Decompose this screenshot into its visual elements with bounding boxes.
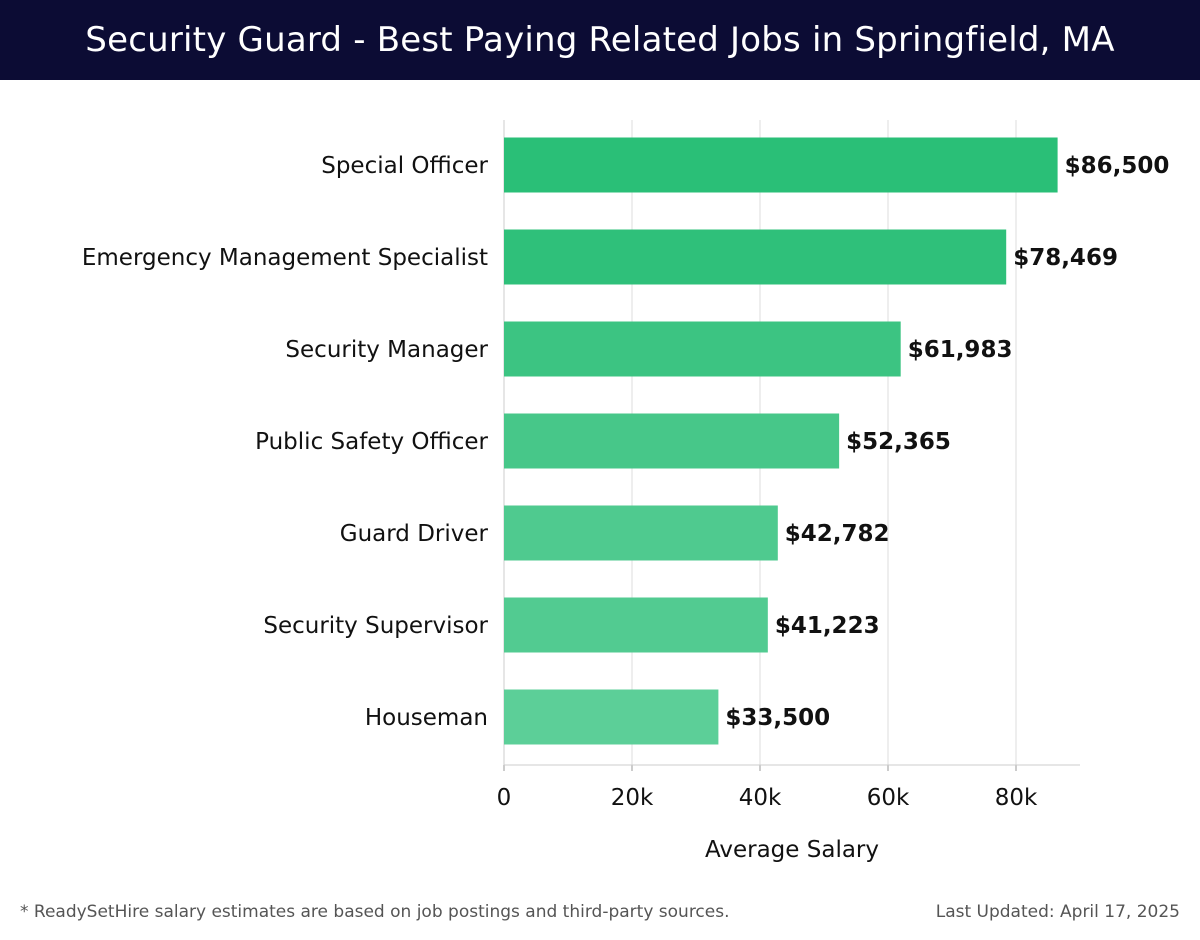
category-label: Security Supervisor [263, 613, 488, 639]
bar [504, 321, 901, 377]
bar [504, 505, 778, 561]
x-tick-label: 40k [739, 785, 782, 811]
x-tick-label: 60k [867, 785, 910, 811]
value-labels: $86,500 $78,469 $61,983 $52,365 $42,782 $41,2… [725, 153, 1169, 731]
bar [504, 137, 1058, 193]
x-axis-title: Average Salary [705, 837, 879, 863]
value-label: $52,365 [846, 429, 951, 455]
category-label: Special Officer [321, 153, 488, 179]
category-label: Guard Driver [340, 521, 489, 547]
last-updated: Last Updated: April 17, 2025 [935, 902, 1180, 922]
x-tick-label: 20k [611, 785, 654, 811]
bar [504, 597, 768, 653]
category-label: Houseman [365, 705, 488, 731]
chart-title: Security Guard - Best Paying Related Job… [0, 0, 1200, 80]
value-label: $41,223 [775, 613, 880, 639]
category-label: Public Safety Officer [255, 429, 488, 455]
x-tick-labels: 0 20k 40k 60k 80k [497, 785, 1038, 811]
bar [504, 689, 719, 745]
value-label: $61,983 [908, 337, 1013, 363]
bar [504, 413, 840, 469]
bars [504, 137, 1058, 745]
x-tick-label: 80k [995, 785, 1038, 811]
value-label: $78,469 [1013, 245, 1118, 271]
category-labels: Special Officer Emergency Management Spec… [82, 153, 489, 731]
value-label: $86,500 [1065, 153, 1170, 179]
x-tick-label: 0 [497, 785, 512, 811]
value-label: $33,500 [725, 705, 830, 731]
category-label: Security Manager [285, 337, 488, 363]
value-label: $42,782 [785, 521, 890, 547]
category-label: Emergency Management Specialist [82, 245, 488, 271]
bar [504, 229, 1007, 285]
bar-chart: Special Officer Emergency Management Spec… [82, 120, 1169, 863]
footer-note: * ReadySetHire salary estimates are base… [20, 902, 730, 922]
